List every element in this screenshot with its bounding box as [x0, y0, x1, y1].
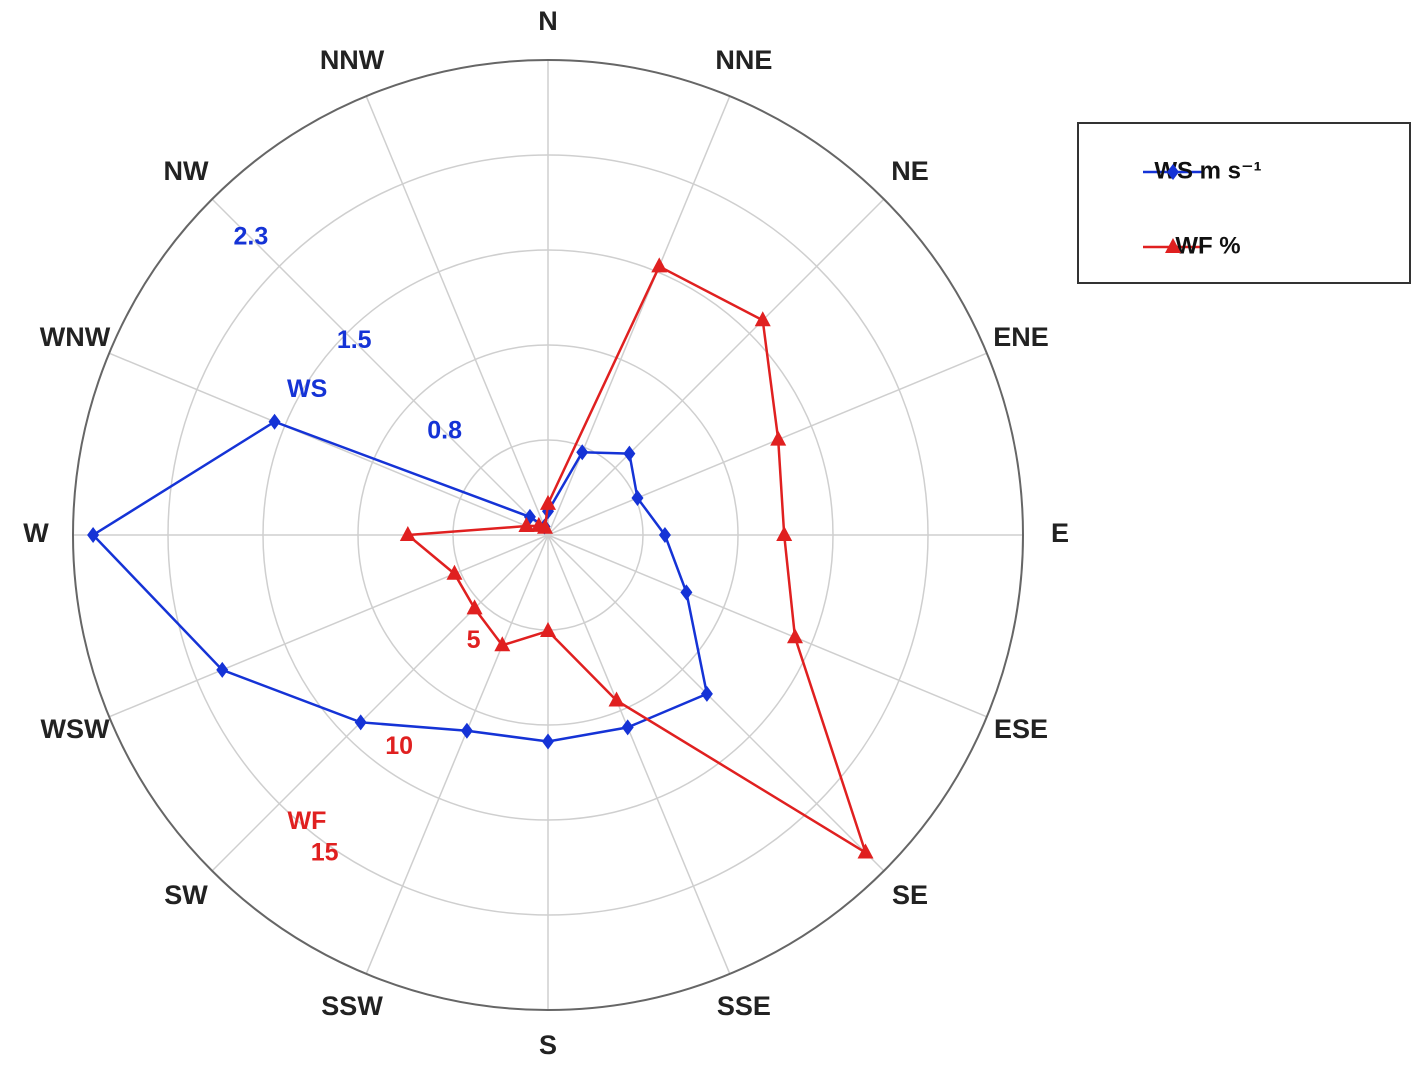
marker	[608, 691, 625, 707]
marker	[786, 628, 803, 644]
marker	[268, 413, 281, 430]
spoke	[365, 534, 549, 975]
r-axis-label: WS	[287, 375, 327, 403]
marker	[680, 584, 693, 601]
marker	[460, 722, 473, 739]
direction-label: WNW	[40, 322, 111, 352]
spoke	[211, 534, 549, 872]
direction-label: SW	[164, 880, 208, 910]
marker	[776, 526, 793, 541]
direction-label: NNE	[715, 45, 772, 75]
direction-label: SSE	[717, 991, 771, 1021]
direction-label: WSW	[40, 714, 109, 744]
marker	[540, 494, 556, 510]
marker	[857, 843, 874, 859]
direction-label: W	[23, 518, 49, 548]
direction-label: ENE	[993, 322, 1049, 352]
marker	[576, 444, 589, 461]
marker	[651, 257, 668, 273]
direction-label: SSW	[321, 991, 383, 1021]
marker	[700, 685, 713, 702]
spoke	[108, 352, 549, 536]
legend-label: WF %	[1175, 232, 1240, 259]
direction-label: NE	[891, 156, 929, 186]
spoke	[547, 534, 988, 718]
marker	[621, 719, 634, 736]
direction-label: SE	[892, 880, 928, 910]
marker	[1165, 238, 1181, 253]
series-line	[404, 264, 868, 856]
spoke	[365, 95, 549, 536]
direction-label: NNW	[320, 45, 385, 75]
marker	[216, 661, 229, 678]
spoke	[547, 352, 988, 536]
r-tick-label: 0.8	[427, 416, 462, 444]
direction-label: ESE	[994, 714, 1048, 744]
legend: WS m s⁻¹WF %	[1077, 122, 1411, 284]
r-tick-label: 1.5	[337, 326, 372, 354]
direction-label: NW	[163, 156, 208, 186]
marker	[354, 714, 367, 731]
r-tick-label: 5	[467, 626, 481, 654]
r-tick-label: 15	[311, 839, 339, 867]
marker	[1167, 164, 1179, 180]
spoke	[108, 534, 549, 718]
direction-label: E	[1051, 518, 1069, 548]
legend-box	[1077, 122, 1411, 284]
marker	[631, 489, 644, 506]
series-line	[91, 420, 709, 743]
marker	[770, 430, 787, 446]
spoke	[547, 95, 731, 536]
spoke	[211, 198, 549, 536]
marker	[446, 564, 463, 580]
direction-label: N	[538, 6, 558, 36]
marker	[754, 311, 771, 327]
marker	[399, 526, 416, 541]
spoke	[547, 534, 731, 975]
r-tick-label: 10	[385, 732, 413, 760]
r-axis-label: WF	[288, 807, 327, 835]
marker	[494, 636, 511, 652]
marker	[542, 733, 554, 750]
marker	[518, 517, 535, 533]
spoke	[547, 198, 885, 536]
direction-label: S	[539, 1030, 557, 1060]
spoke	[547, 534, 885, 872]
marker	[658, 527, 671, 543]
marker	[466, 599, 483, 615]
marker	[540, 622, 556, 638]
polar-frame	[72, 59, 1024, 1011]
r-tick-label: 2.3	[233, 222, 268, 250]
marker	[87, 527, 100, 543]
marker	[537, 518, 554, 534]
marker	[623, 445, 636, 462]
